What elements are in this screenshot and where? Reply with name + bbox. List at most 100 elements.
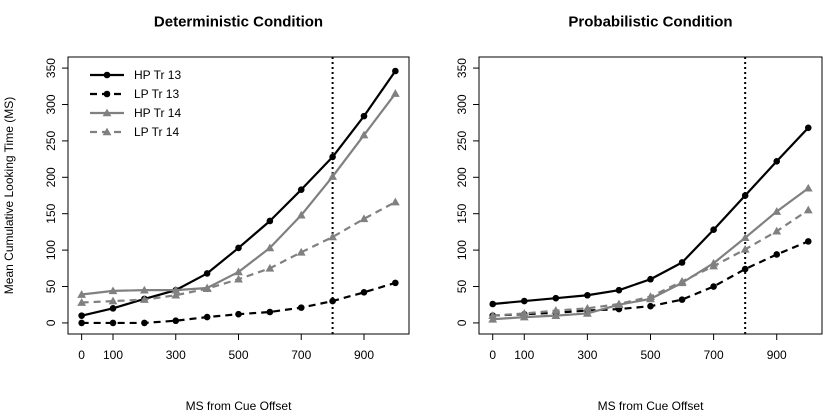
x-tick-label: 0 [489, 348, 496, 362]
data-point-lp-tr-14 [772, 226, 782, 235]
data-point-lp-tr-14 [646, 292, 655, 301]
data-point-hp-tr-13 [647, 275, 654, 283]
x-tick-label: 0 [78, 348, 85, 362]
data-point-lp-tr-14 [265, 263, 275, 272]
legend-marker [103, 90, 111, 98]
y-tick-label: 150 [455, 203, 469, 223]
data-point-lp-tr-14 [296, 247, 306, 256]
data-point-lp-tr-13 [773, 251, 781, 258]
data-point-hp-tr-14 [77, 290, 87, 298]
data-point-hp-tr-13 [520, 297, 528, 305]
data-point-hp-tr-14 [328, 172, 338, 180]
x-tick-label: 100 [514, 348, 534, 362]
x-tick-label: 700 [704, 348, 724, 362]
x-tick-label: 900 [767, 348, 787, 362]
data-point-lp-tr-14 [328, 232, 338, 241]
data-point-lp-tr-14 [234, 274, 243, 283]
y-tick-label: 200 [44, 167, 58, 187]
y-axis-title: Mean Cumulative Looking Time (MS) [2, 97, 16, 294]
x-tick-label: 300 [577, 348, 597, 362]
y-tick-label: 350 [44, 58, 58, 78]
y-tick-label: 350 [455, 58, 469, 78]
y-tick-label: 150 [44, 203, 58, 223]
data-point-hp-tr-14 [359, 130, 369, 139]
data-point-hp-tr-13 [297, 186, 305, 193]
series-line-hp-tr-14 [81, 92, 397, 296]
legend-marker [103, 71, 111, 79]
data-point-lp-tr-14 [77, 298, 87, 306]
data-point-hp-tr-13 [203, 270, 211, 277]
data-point-lp-tr-13 [329, 297, 336, 305]
y-tick-label: 300 [44, 94, 58, 114]
data-point-hp-tr-13 [78, 312, 85, 319]
x-tick-label: 700 [291, 348, 311, 362]
data-point-hp-tr-13 [773, 157, 781, 165]
data-point-hp-tr-13 [710, 226, 717, 234]
data-point-hp-tr-14 [234, 267, 243, 276]
data-point-hp-tr-13 [266, 217, 274, 225]
data-point-hp-tr-13 [584, 291, 591, 299]
data-point-lp-tr-14 [202, 284, 212, 292]
data-point-hp-tr-14 [108, 286, 118, 295]
data-point-hp-tr-13 [235, 244, 242, 252]
legend-marker [102, 108, 112, 117]
data-point-lp-tr-13 [203, 313, 211, 321]
data-point-lp-tr-13 [172, 317, 180, 325]
x-axis-title: MS from Cue Offset [598, 399, 704, 413]
panel-title: Deterministic Condition [154, 13, 323, 30]
plot-frame [67, 56, 410, 335]
y-tick-label: 100 [455, 240, 469, 260]
data-point-hp-tr-14 [139, 285, 149, 294]
data-point-hp-tr-13 [804, 124, 812, 132]
data-point-hp-tr-14 [265, 243, 275, 252]
data-point-lp-tr-13 [804, 238, 812, 245]
data-point-hp-tr-13 [109, 305, 117, 312]
data-point-lp-tr-14 [139, 295, 149, 303]
y-tick-label: 0 [44, 319, 58, 326]
data-point-lp-tr-13 [235, 310, 242, 318]
data-point-lp-tr-14 [614, 299, 624, 308]
legend-label: LP Tr 13 [134, 87, 179, 101]
legend-label: HP Tr 14 [134, 106, 181, 120]
data-point-hp-tr-13 [615, 286, 623, 294]
data-point-hp-tr-14 [582, 309, 592, 317]
data-point-lp-tr-14 [582, 303, 592, 312]
legend-label: LP Tr 14 [134, 125, 179, 139]
data-point-lp-tr-14 [171, 290, 181, 299]
data-point-hp-tr-14 [803, 183, 813, 192]
data-point-hp-tr-14 [390, 89, 400, 97]
data-point-lp-tr-14 [519, 309, 529, 317]
data-point-lp-tr-13 [360, 289, 368, 296]
data-point-hp-tr-14 [740, 233, 750, 242]
data-point-lp-tr-14 [488, 311, 498, 319]
y-tick-label: 250 [44, 131, 58, 151]
y-tick-label: 250 [455, 131, 469, 151]
data-point-lp-tr-14 [551, 306, 561, 314]
x-tick-label: 500 [228, 348, 248, 362]
data-point-lp-tr-13 [741, 265, 749, 273]
data-point-lp-tr-13 [392, 279, 399, 287]
data-point-hp-tr-13 [552, 294, 560, 302]
legend-label: HP Tr 13 [134, 68, 181, 82]
legend-marker [102, 127, 112, 136]
y-tick-label: 50 [44, 280, 58, 294]
panel-title: Probabilistic Condition [568, 13, 732, 30]
data-point-hp-tr-13 [741, 192, 749, 199]
data-point-lp-tr-13 [141, 319, 148, 327]
data-point-lp-tr-13 [78, 319, 85, 327]
series-line-lp-tr-14 [81, 201, 396, 304]
data-point-hp-tr-14 [772, 207, 782, 215]
deterministic-panel: Deterministic Condition 0 100 300 500 700 900 0… [2, 13, 410, 413]
y-tick-label: 200 [455, 167, 469, 187]
data-point-lp-tr-14 [709, 261, 719, 270]
x-tick-label: 900 [354, 348, 374, 362]
data-point-lp-tr-14 [390, 197, 400, 206]
y-tick-label: 100 [44, 240, 58, 260]
data-point-lp-tr-13 [297, 304, 305, 311]
x-tick-label: 500 [640, 348, 660, 362]
data-point-hp-tr-13 [489, 300, 497, 308]
data-point-lp-tr-14 [803, 205, 813, 214]
y-tick-label: 300 [455, 94, 469, 114]
data-point-lp-tr-14 [740, 244, 750, 253]
